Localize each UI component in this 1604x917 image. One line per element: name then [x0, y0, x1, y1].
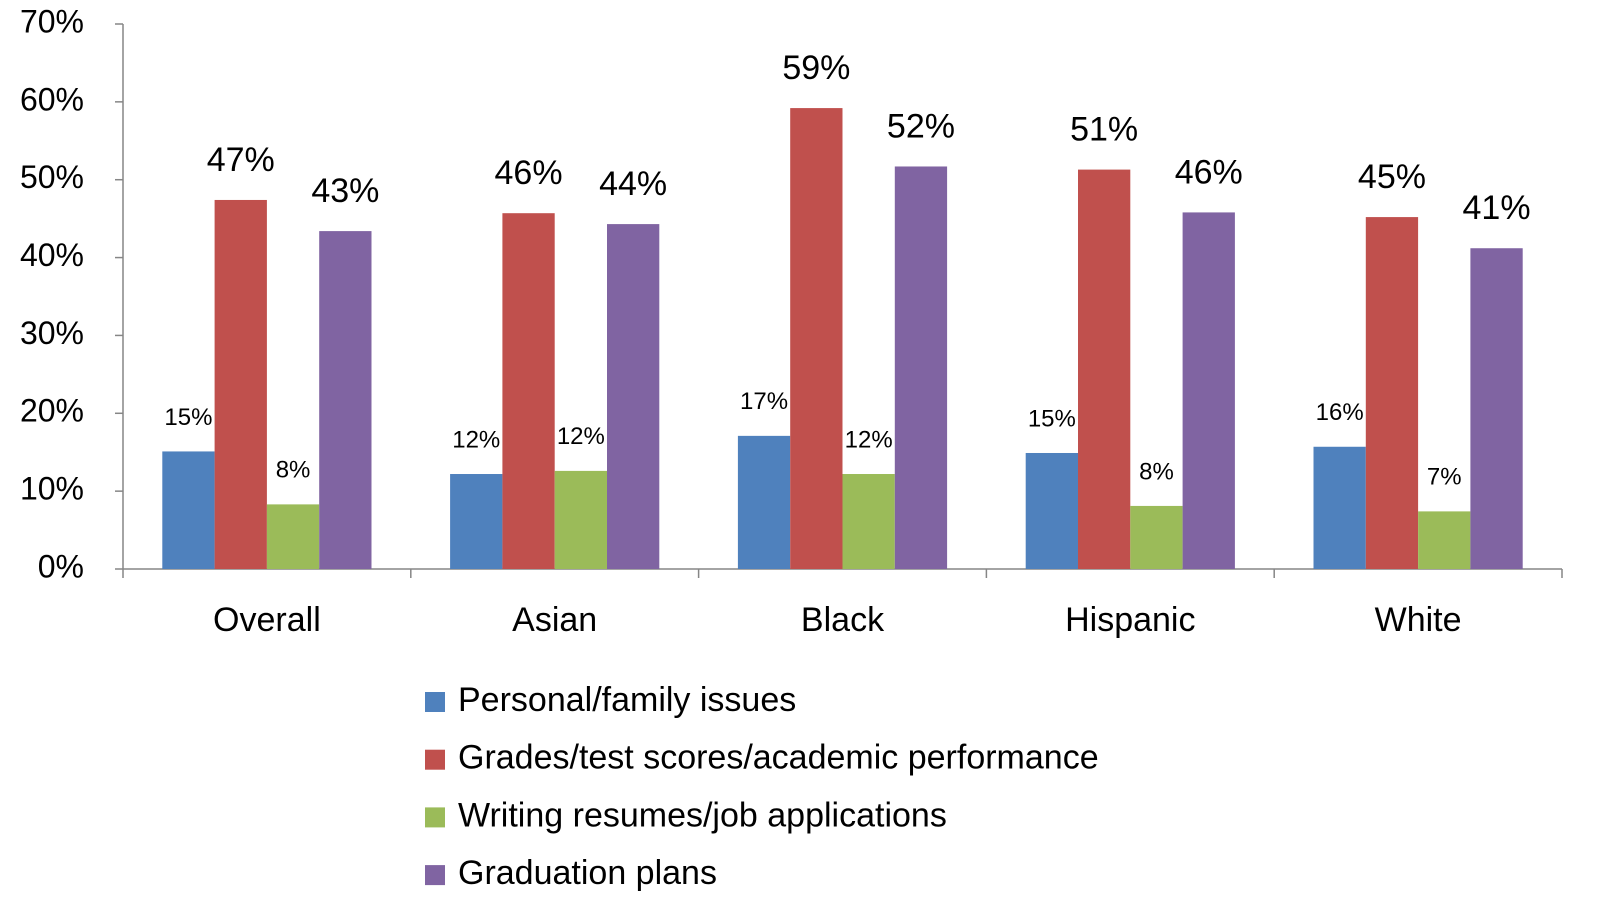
bar: [502, 213, 555, 569]
data-label: 17%: [740, 388, 788, 415]
data-label: 15%: [1028, 405, 1076, 432]
data-label: 45%: [1358, 158, 1426, 196]
data-label: 47%: [207, 141, 275, 179]
data-label: 43%: [311, 172, 379, 210]
y-tick-label: 0%: [38, 548, 84, 584]
data-label: 46%: [495, 154, 563, 192]
data-label: 44%: [599, 165, 667, 203]
bar: [1130, 505, 1183, 569]
bar: [737, 435, 791, 569]
data-label: 52%: [887, 107, 955, 145]
data-label: 7%: [1427, 464, 1462, 491]
data-label: 12%: [845, 426, 893, 453]
x-tick-label: Hispanic: [1065, 601, 1195, 639]
legend-swatch: [425, 865, 445, 886]
data-label: 59%: [782, 49, 850, 87]
x-tick-label: Black: [801, 601, 885, 639]
bar: [607, 224, 660, 570]
bar: [894, 166, 948, 569]
legend-label: Grades/test scores/academic performance: [458, 739, 1099, 777]
bar: [1313, 446, 1366, 569]
data-label: 15%: [164, 404, 212, 431]
bar: [162, 451, 215, 569]
bar: [1365, 217, 1419, 570]
y-tick-label: 10%: [20, 471, 84, 507]
bar: [1418, 511, 1471, 569]
bar: [319, 231, 372, 569]
bar: [1078, 169, 1131, 570]
y-tick-label: 60%: [20, 81, 84, 117]
bar: [1025, 452, 1078, 569]
bar: [790, 108, 843, 569]
y-tick-label: 40%: [20, 237, 84, 273]
legend-swatch: [425, 749, 445, 770]
x-tick-label: Overall: [213, 601, 321, 639]
data-label: 41%: [1463, 189, 1531, 227]
y-tick-label: 20%: [20, 393, 84, 429]
bar: [1470, 248, 1523, 569]
legend-label: Writing resumes/job applications: [458, 796, 947, 834]
data-label: 51%: [1070, 111, 1138, 149]
x-tick-label: Asian: [512, 601, 597, 639]
data-label: 16%: [1316, 399, 1364, 426]
legend-swatch: [425, 692, 445, 712]
y-tick-label: 70%: [20, 3, 84, 39]
bar: [214, 199, 267, 569]
bar: [554, 470, 607, 569]
bar: [450, 474, 503, 569]
data-label: 46%: [1175, 153, 1243, 191]
legend-label: Personal/family issues: [458, 681, 796, 719]
bar: [842, 474, 895, 569]
data-label: 12%: [557, 423, 605, 450]
y-tick-label: 30%: [20, 315, 84, 351]
bar: [1182, 212, 1235, 569]
data-label: 8%: [276, 457, 311, 484]
data-label: 12%: [452, 426, 500, 453]
data-label: 8%: [1139, 458, 1174, 485]
legend-swatch: [425, 807, 445, 828]
x-tick-label: White: [1375, 601, 1462, 639]
bar: [266, 504, 320, 569]
legend-label: Graduation plans: [458, 854, 717, 892]
y-tick-label: 50%: [20, 159, 84, 195]
